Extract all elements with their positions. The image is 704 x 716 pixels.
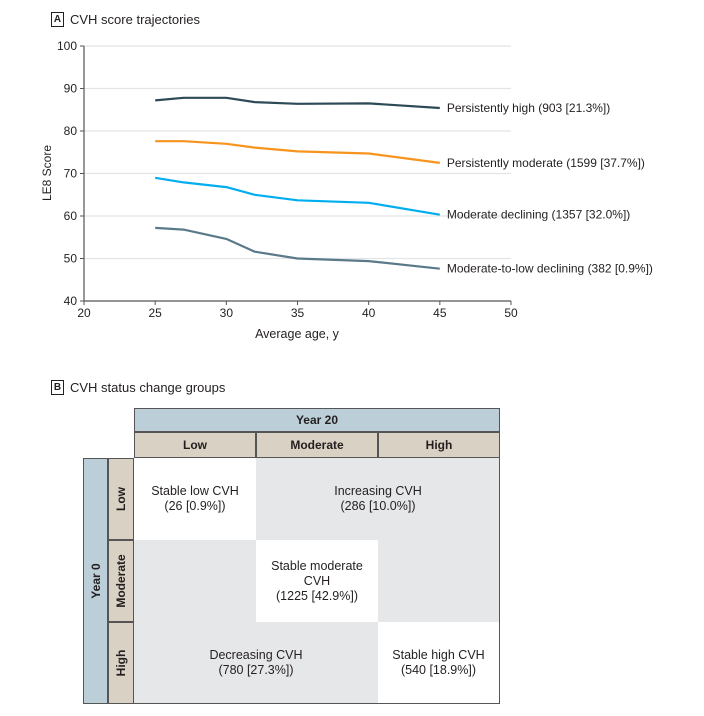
row-header-high: High <box>108 622 134 704</box>
stable-high-count: (540 [18.9%]) <box>400 662 477 677</box>
y-tick-label: 60 <box>64 209 78 223</box>
trajectory-chart: 40 50 60 70 80 90 100 20 25 30 35 40 45 50 Persistent… <box>40 39 653 341</box>
y-tick-label: 70 <box>64 167 78 181</box>
year-0-label: Year 0 <box>88 563 103 599</box>
row-header-low: Low <box>108 458 134 540</box>
cell-stable-high: Stable high CVH (540 [18.9%]) <box>378 622 499 703</box>
stable-low-label: Stable low CVH <box>151 484 239 498</box>
series-line-0 <box>155 96 440 110</box>
increasing-count: (286 [10.0%]) <box>340 499 416 513</box>
increasing-label: Increasing CVH <box>334 484 422 498</box>
year-20-header: Year 20 <box>134 408 500 432</box>
x-tick-label: 45 <box>433 306 447 320</box>
y-tick-label: 90 <box>64 82 78 96</box>
decreasing-label: Decreasing CVH <box>209 647 303 662</box>
year-0-header: Year 0 <box>83 458 108 704</box>
x-tick-label: 50 <box>504 306 518 320</box>
series-line-3 <box>155 226 440 270</box>
panel-a-title: A CVH score trajectories <box>51 12 200 27</box>
x-axis-label: Average age, y <box>255 327 340 341</box>
row-header-high-label: High <box>114 649 128 677</box>
decreasing-count: (780 [27.3%]) <box>218 662 294 677</box>
col-header-moderate: Moderate <box>256 432 378 458</box>
cell-stable-low: Stable low CVH (26 [0.9%]) <box>134 458 256 540</box>
y-tick-label: 40 <box>64 294 78 308</box>
cell-decreasing: Decreasing CVH (780 [27.3%]) <box>134 622 378 703</box>
stable-low-count: (26 [0.9%]) <box>164 499 226 513</box>
col-header-high: High <box>378 432 500 458</box>
series-label-2: Moderate declining (1357 [32.0%]) <box>447 208 630 222</box>
stable-high-label: Stable high CVH <box>392 647 485 662</box>
series-line-1 <box>155 140 440 164</box>
x-tick-label: 30 <box>220 306 234 320</box>
row-header-low-label: Low <box>114 487 128 511</box>
stable-moderate-label-2: CVH <box>303 573 331 588</box>
row-header-moderate: Moderate <box>108 540 134 622</box>
stable-moderate-label-1: Stable moderate <box>271 558 363 573</box>
stable-moderate-count: (1225 [42.9%]) <box>276 588 358 603</box>
col-header-low: Low <box>134 432 256 458</box>
x-tick-label: 25 <box>148 306 162 320</box>
row-header-moderate-label: Moderate <box>114 554 128 608</box>
x-tick-label: 20 <box>77 306 91 320</box>
y-tick-label: 80 <box>64 124 78 138</box>
cell-increasing: Increasing CVH (286 [10.0%]) <box>256 458 500 540</box>
y-axis-label: LE8 Score <box>40 145 54 201</box>
panel-b-letter: B <box>51 380 64 395</box>
series-label-1: Persistently moderate (1599 [37.7%]) <box>447 156 645 170</box>
panel-a-title-text: CVH score trajectories <box>70 12 201 27</box>
y-tick-label: 50 <box>64 252 78 266</box>
series-label-0: Persistently high (903 [21.3%]) <box>447 101 610 115</box>
panel-b-title: B CVH status change groups <box>51 380 225 395</box>
y-tick-label: 100 <box>57 39 77 53</box>
series-line-2 <box>155 176 440 216</box>
panel-b-title-text: CVH status change groups <box>70 380 226 395</box>
series-label-3: Moderate-to-low declining (382 [0.9%]) <box>447 262 653 276</box>
status-change-grid: Stable low CVH (26 [0.9%]) Increasing CV… <box>134 458 500 704</box>
cell-stable-moderate: Stable moderate CVH (1225 [42.9%]) <box>256 540 378 622</box>
panel-a-letter: A <box>51 12 64 27</box>
x-tick-label: 35 <box>291 306 305 320</box>
x-tick-label: 40 <box>362 306 376 320</box>
